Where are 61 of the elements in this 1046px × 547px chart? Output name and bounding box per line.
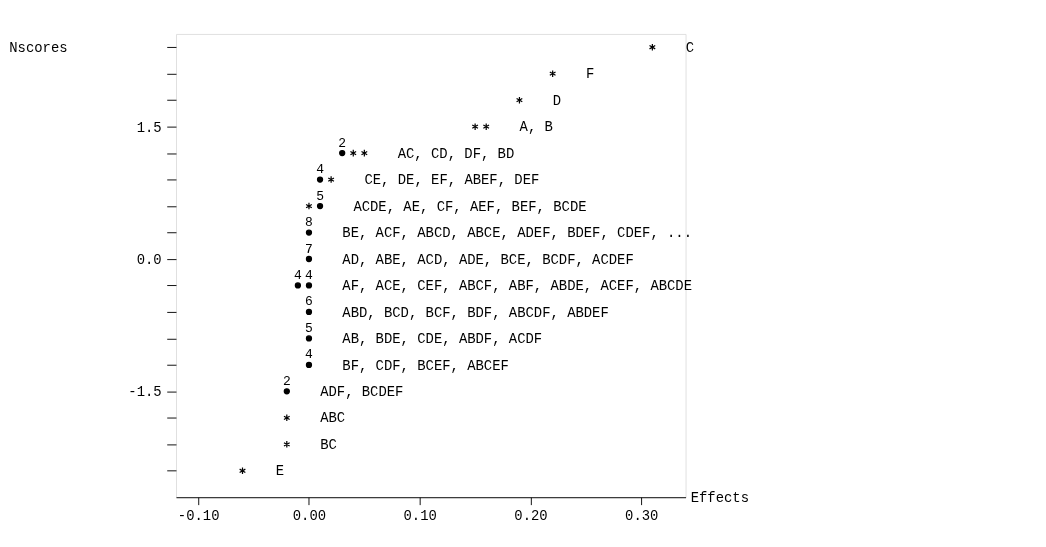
point [239, 466, 246, 475]
annotation: 5 [305, 320, 313, 336]
point [305, 255, 313, 263]
point [283, 388, 290, 395]
x-tick-label: -0.10 [177, 507, 220, 524]
point [283, 440, 291, 449]
point [305, 229, 313, 236]
point [305, 361, 313, 369]
annotation: C [685, 39, 695, 56]
annotation: CE, DE, EF, ABEF, DEF [364, 172, 540, 189]
annotation: ADF, BCDEF [320, 383, 404, 400]
point [305, 335, 313, 342]
y-tick-label: 1.5 [136, 119, 162, 136]
x-tick-label: 0.20 [514, 507, 548, 524]
point [327, 175, 335, 184]
y-tick-label: -1.5 [128, 384, 162, 401]
point [349, 149, 357, 157]
y-tick-label: 0.0 [136, 252, 162, 269]
point [316, 176, 324, 183]
annotation: 5 [316, 188, 324, 204]
point [549, 69, 557, 78]
annotation: AD, ABE, ACD, ADE, BCE, BCDF, ACDEF [342, 251, 634, 268]
annotation: 4 [316, 162, 325, 178]
x-tick-label: 0.00 [292, 507, 327, 524]
annotation: AC, CD, DF, BD [397, 145, 515, 162]
annotation: ACDE, AE, CF, AEF, BEF, BCDE [353, 198, 587, 215]
point [515, 96, 523, 105]
point [305, 308, 313, 316]
annotation: 6 [305, 294, 313, 310]
annotation: BE, ACF, ABCD, ABCE, ADEF, BDEF, CDEF, ... [342, 225, 693, 242]
annotation: 7 [305, 241, 313, 257]
annotation: D [552, 92, 562, 109]
point [305, 202, 313, 210]
annotation: 4 [305, 347, 314, 363]
annotation: 4 [305, 267, 314, 283]
point [482, 122, 490, 131]
annotation: AF, ACE, CEF, ABCF, ABF, ABDE, ACEF, ABCDE [342, 278, 693, 295]
point [294, 282, 302, 289]
annotation: AB, BDE, CDE, ABDF, ACDF [342, 331, 543, 348]
point [305, 282, 313, 289]
annotation: BC [320, 436, 337, 453]
annotation: 8 [305, 215, 313, 231]
point [471, 122, 479, 131]
annotation: A, B [519, 119, 553, 136]
x-tick-label: 0.10 [403, 507, 437, 524]
point [316, 202, 324, 210]
point [339, 149, 346, 157]
annotation: ABD, BCD, BCF, BDF, ABCDF, ABDEF [342, 304, 609, 321]
annotation: BF, CDF, BCEF, ABCEF [342, 357, 509, 374]
annotation: 2 [282, 373, 291, 389]
annotation: ABC [320, 410, 346, 427]
text: Nscores [9, 39, 68, 56]
annotation: F [586, 66, 595, 83]
point [648, 43, 656, 52]
point [283, 413, 291, 422]
point [360, 149, 368, 157]
annotation: 2 [338, 135, 347, 151]
annotation: E [275, 463, 285, 480]
annotation: 4 [293, 267, 302, 283]
x-tick-label: 0.30 [625, 507, 659, 524]
x-axis-title: Effects [690, 490, 749, 507]
